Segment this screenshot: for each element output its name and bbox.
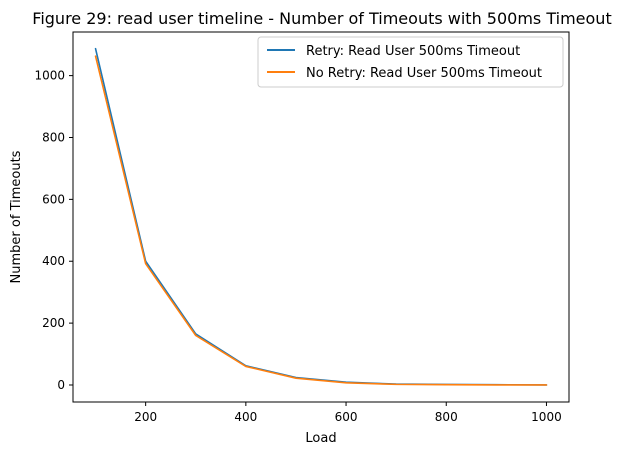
legend: Retry: Read User 500ms Timeout No Retry:…: [257, 36, 564, 88]
y-axis: 0 200 400 600 800 1000: [34, 69, 73, 392]
chart-title: Figure 29: read user timeline - Number o…: [32, 9, 611, 28]
y-tick-label: 0: [57, 378, 65, 392]
x-tick-label: 200: [134, 410, 157, 424]
y-tick-label: 400: [42, 254, 65, 268]
plot-area: [72, 31, 570, 403]
y-tick-label: 200: [42, 316, 65, 330]
y-axis-label: Number of Timeouts: [9, 150, 24, 283]
series-line-0: [94, 47, 548, 386]
y-tick-label: 800: [42, 130, 65, 144]
series-line-1: [94, 55, 548, 386]
legend-label-no-retry: No Retry: Read User 500ms Timeout: [306, 66, 542, 81]
legend-frame: [257, 36, 564, 88]
x-tick-label: 800: [435, 410, 458, 424]
legend-label-retry: Retry: Read User 500ms Timeout: [306, 44, 520, 59]
x-tick-label: 400: [234, 410, 257, 424]
x-tick-label: 600: [335, 410, 358, 424]
y-tick-label: 600: [42, 192, 65, 206]
x-tick-label: 1000: [531, 410, 562, 424]
y-tick-label: 1000: [34, 69, 65, 83]
x-axis-label: Load: [305, 431, 336, 446]
x-axis: 200 400 600 800 1000: [134, 402, 562, 424]
series-layer: [94, 47, 548, 386]
